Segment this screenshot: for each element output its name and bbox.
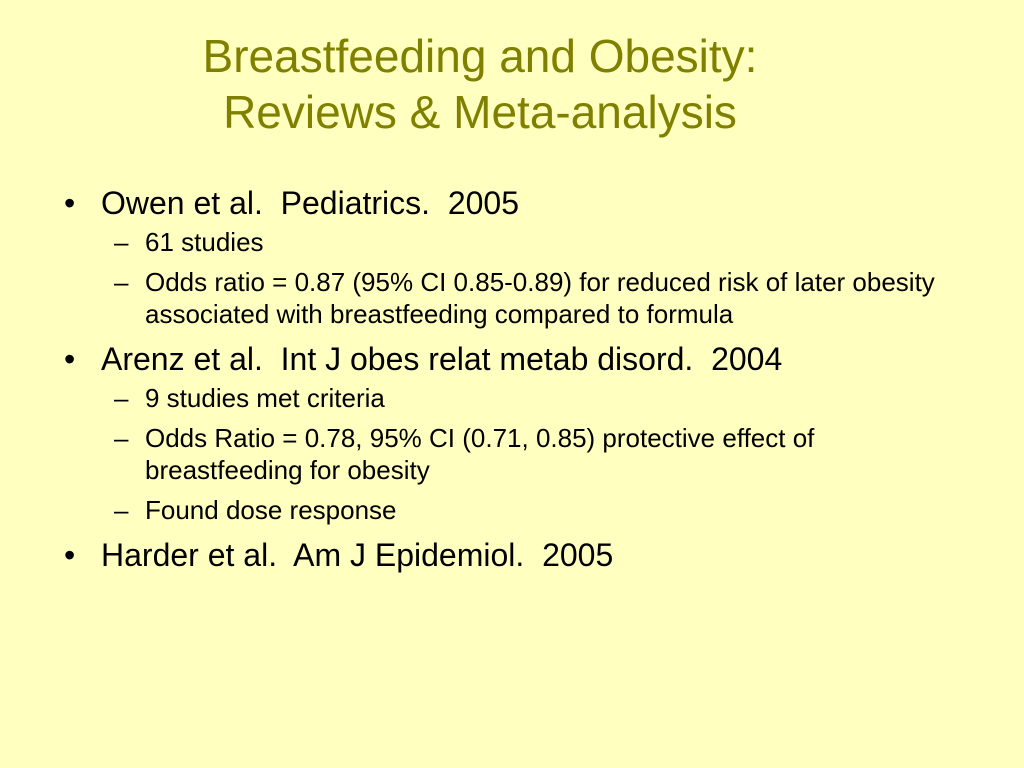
- sub-item-text: Odds ratio = 0.87 (95% CI 0.85-0.89) for…: [145, 267, 935, 329]
- dash-icon: –: [114, 227, 129, 257]
- sub-list: – 61 studies – Odds ratio = 0.87 (95% CI…: [101, 226, 964, 330]
- bullet-harder: • Harder et al. Am J Epidemiol. 2005: [64, 536, 964, 574]
- title-line-2: Reviews & Meta-analysis: [223, 86, 737, 138]
- sub-item-text: Odds Ratio = 0.78, 95% CI (0.71, 0.85) p…: [145, 423, 815, 485]
- sub-item: – Found dose response: [101, 494, 964, 526]
- dash-icon: –: [114, 267, 129, 297]
- sub-item-text: Found dose response: [145, 495, 397, 525]
- dash-icon: –: [114, 423, 129, 453]
- bullet-dot-icon: •: [64, 537, 76, 573]
- sub-item: – 9 studies met criteria: [101, 382, 964, 414]
- sub-item-text: 61 studies: [145, 227, 264, 257]
- bullet-dot-icon: •: [64, 341, 76, 377]
- dash-icon: –: [114, 383, 129, 413]
- bullet-text: Arenz et al. Int J obes relat metab diso…: [101, 341, 783, 377]
- sub-item: – Odds ratio = 0.87 (95% CI 0.85-0.89) f…: [101, 266, 964, 330]
- title-line-1: Breastfeeding and Obesity:: [202, 30, 758, 82]
- bullet-text: Owen et al. Pediatrics. 2005: [101, 185, 519, 221]
- sub-list: – 9 studies met criteria – Odds Ratio = …: [101, 382, 964, 526]
- dash-icon: –: [114, 495, 129, 525]
- bullet-list: • Owen et al. Pediatrics. 2005 – 61 stud…: [64, 184, 964, 584]
- sub-item: – 61 studies: [101, 226, 964, 258]
- bullet-dot-icon: •: [64, 185, 76, 221]
- bullet-owen: • Owen et al. Pediatrics. 2005 – 61 stud…: [64, 184, 964, 330]
- sub-item: – Odds Ratio = 0.78, 95% CI (0.71, 0.85)…: [101, 422, 964, 486]
- slide-title: Breastfeeding and Obesity: Reviews & Met…: [0, 28, 960, 140]
- bullet-text: Harder et al. Am J Epidemiol. 2005: [101, 537, 614, 573]
- bullet-arenz: • Arenz et al. Int J obes relat metab di…: [64, 340, 964, 526]
- sub-item-text: 9 studies met criteria: [145, 383, 385, 413]
